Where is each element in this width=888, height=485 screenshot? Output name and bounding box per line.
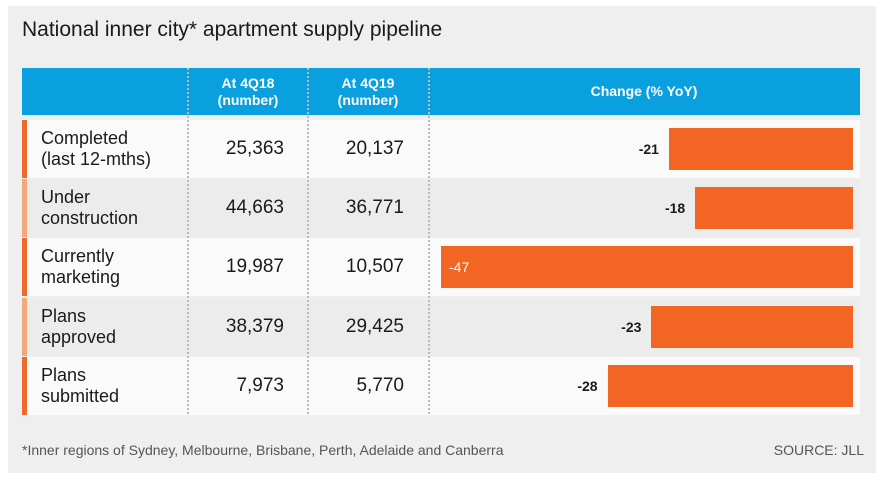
row-label-line2: (last 12-mths) — [41, 149, 152, 169]
row-label-line1: Completed — [41, 128, 129, 148]
table-header: At 4Q18 (number) At 4Q19 (number) Change (… — [22, 68, 860, 115]
value-4q18: 44,663 — [225, 197, 284, 219]
row-label-line2: construction — [41, 208, 139, 229]
header-4q19-unit: (number) — [337, 91, 399, 108]
row-label-line1: Plans — [41, 305, 87, 326]
row-label: Plans approved — [41, 298, 116, 356]
row-label: Currently marketing — [41, 238, 120, 296]
row-accent — [22, 356, 27, 415]
column-divider — [307, 68, 309, 414]
value-4q18: 25,363 — [225, 138, 284, 159]
header-4q18-label: At 4Q18 — [221, 74, 275, 91]
row-label: Under construction — [41, 179, 138, 237]
row-label-line1: Plans — [41, 364, 87, 385]
column-divider — [187, 68, 189, 414]
value-4q19: 36,771 — [345, 197, 404, 219]
change-label: -23 — [621, 318, 642, 335]
row-label: Plans submitted — [41, 357, 119, 415]
row-accent — [22, 120, 27, 178]
change-label: -18 — [664, 200, 686, 217]
header-4q19: At 4Q19 (number) — [308, 68, 428, 115]
change-bar — [441, 246, 853, 289]
header-4q19-label: At 4Q19 — [341, 74, 395, 91]
row-accent — [22, 297, 27, 356]
value-4q18: 7,973 — [236, 374, 284, 396]
change-label: -28 — [577, 377, 598, 394]
row-label-line1: Under — [41, 187, 91, 208]
value-4q19: 5,770 — [356, 374, 404, 396]
change-label: -21 — [638, 141, 659, 157]
row-label: Completed (last 12-mths) — [41, 120, 151, 178]
change-bar — [668, 128, 853, 170]
row-accent — [22, 179, 27, 238]
value-4q19: 20,137 — [345, 138, 404, 159]
value-4q19: 10,507 — [345, 256, 404, 278]
row-label-line2: submitted — [41, 385, 120, 406]
footnote: *Inner regions of Sydney, Melbourne, Bri… — [22, 442, 504, 458]
row-label-line2: marketing — [41, 267, 121, 288]
value-4q18: 38,379 — [225, 315, 284, 337]
column-divider — [428, 68, 430, 414]
change-bar — [607, 364, 853, 407]
row-accent — [22, 238, 27, 297]
value-4q19: 29,425 — [345, 315, 404, 337]
chart-title: National inner city* apartment supply pi… — [22, 18, 443, 41]
change-bar — [695, 187, 853, 230]
header-4q18: At 4Q18 (number) — [188, 68, 308, 115]
header-4q18-unit: (number) — [217, 91, 279, 108]
source-label: SOURCE: JLL — [773, 442, 864, 458]
change-label: -47 — [449, 259, 470, 276]
change-bar — [651, 305, 853, 348]
header-change: Change (% YoY) — [590, 83, 698, 99]
value-4q18: 19,987 — [225, 256, 284, 278]
row-label-line1: Currently — [41, 246, 115, 267]
row-label-line2: approved — [41, 326, 117, 347]
